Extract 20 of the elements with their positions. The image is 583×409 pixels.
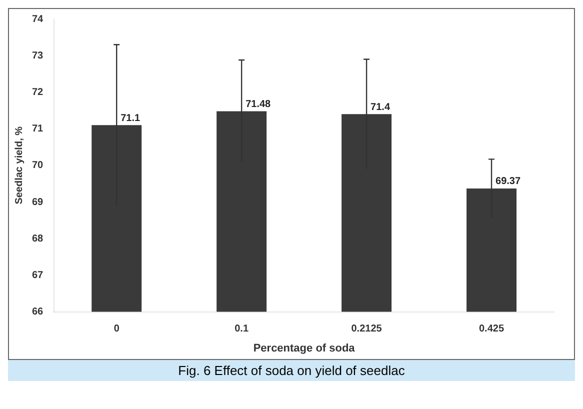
x-tick-label: 0.2125 (351, 324, 382, 335)
x-tick-label: 0.425 (479, 324, 504, 335)
x-tick-label: 0 (114, 324, 120, 335)
y-tick-label: 74 (32, 14, 44, 25)
y-axis-title: Seedlac yield, % (14, 126, 25, 204)
x-axis-title: Percentage of soda (253, 342, 356, 354)
y-tick-label: 73 (32, 50, 44, 62)
x-tick-label: 0.1 (234, 324, 249, 335)
y-tick-label: 71 (32, 124, 44, 135)
y-tick-label: 67 (32, 270, 44, 281)
y-tick-label: 66 (32, 306, 44, 318)
y-tick-label: 70 (32, 160, 44, 172)
data-label: 71.48 (246, 98, 272, 110)
data-label: 71.4 (370, 102, 390, 113)
caption: Fig. 6 Effect of soda on yield of seedlac (8, 360, 575, 381)
data-label: 69.37 (496, 176, 521, 188)
y-tick-label: 72 (32, 86, 44, 98)
y-tick-label: 69 (32, 196, 44, 208)
y-tick-label: 68 (32, 233, 44, 244)
data-label: 71.1 (120, 112, 141, 124)
